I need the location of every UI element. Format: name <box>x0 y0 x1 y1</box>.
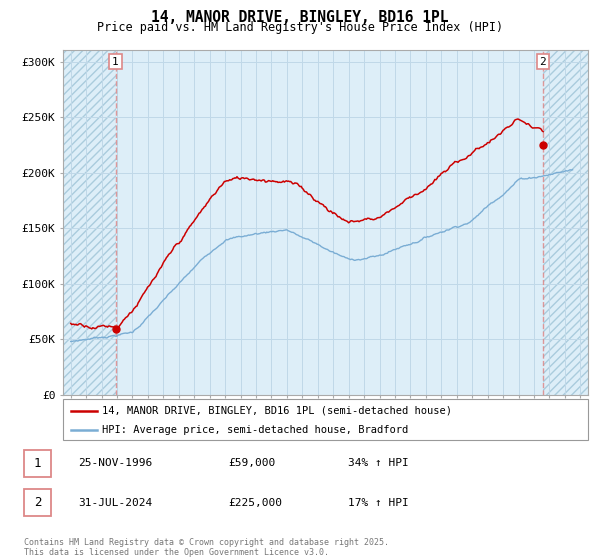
Text: 14, MANOR DRIVE, BINGLEY, BD16 1PL (semi-detached house): 14, MANOR DRIVE, BINGLEY, BD16 1PL (semi… <box>103 405 452 416</box>
FancyBboxPatch shape <box>24 450 51 477</box>
Text: 25-NOV-1996: 25-NOV-1996 <box>78 459 152 468</box>
Text: 31-JUL-2024: 31-JUL-2024 <box>78 498 152 507</box>
Bar <box>63 50 116 395</box>
Text: HPI: Average price, semi-detached house, Bradford: HPI: Average price, semi-detached house,… <box>103 424 409 435</box>
Text: 17% ↑ HPI: 17% ↑ HPI <box>348 498 409 507</box>
Text: Price paid vs. HM Land Registry's House Price Index (HPI): Price paid vs. HM Land Registry's House … <box>97 21 503 34</box>
Text: 1: 1 <box>112 57 119 67</box>
FancyBboxPatch shape <box>24 489 51 516</box>
Bar <box>543 50 588 395</box>
Text: £225,000: £225,000 <box>228 498 282 507</box>
Text: 1: 1 <box>34 457 41 470</box>
Text: 2: 2 <box>34 496 41 509</box>
Text: 34% ↑ HPI: 34% ↑ HPI <box>348 459 409 468</box>
Bar <box>63 50 116 395</box>
Text: 2: 2 <box>539 57 546 67</box>
Text: £59,000: £59,000 <box>228 459 275 468</box>
Bar <box>543 50 588 395</box>
FancyBboxPatch shape <box>63 399 588 440</box>
Text: 14, MANOR DRIVE, BINGLEY, BD16 1PL: 14, MANOR DRIVE, BINGLEY, BD16 1PL <box>151 10 449 25</box>
Text: Contains HM Land Registry data © Crown copyright and database right 2025.
This d: Contains HM Land Registry data © Crown c… <box>24 538 389 557</box>
